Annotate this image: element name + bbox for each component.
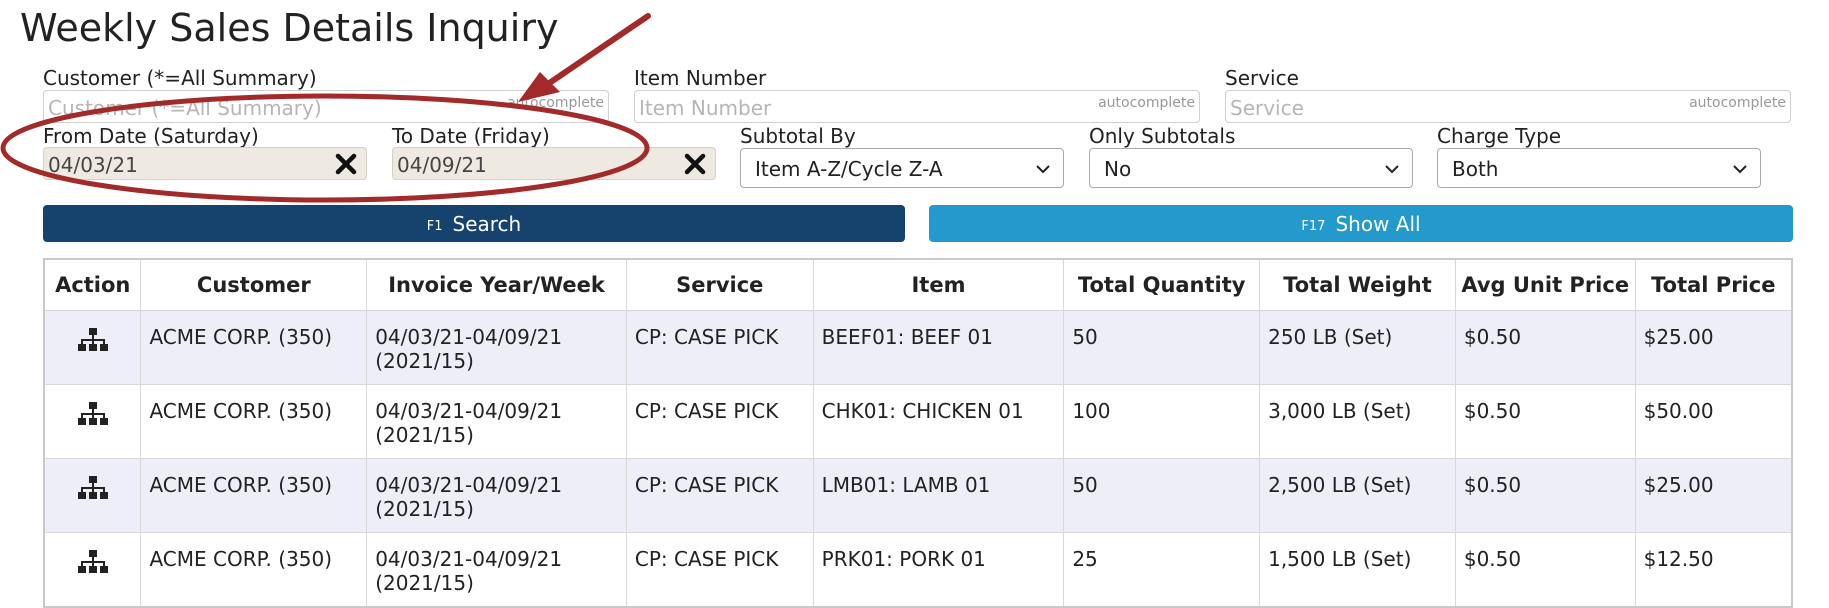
cell-total-quantity: 50 — [1063, 310, 1261, 385]
item-number-label: Item Number — [634, 66, 767, 90]
row-action-cell — [43, 384, 142, 459]
cell-service: CP: CASE PICK — [625, 310, 814, 385]
col-header-avg-unit-price[interactable]: Avg Unit Price — [1454, 258, 1636, 311]
search-button-label: Search — [452, 211, 522, 236]
col-header-total-weight[interactable]: Total Weight — [1259, 258, 1456, 311]
from-date-label: From Date (Saturday) — [43, 124, 259, 148]
service-label: Service — [1225, 66, 1299, 90]
table-row: ACME CORP. (350) 04/03/21-04/09/21 (2021/… — [43, 310, 1793, 385]
item-number-autocomplete-hint: autocomplete — [1098, 95, 1195, 111]
hierarchy-icon[interactable] — [77, 401, 108, 427]
table-row: ACME CORP. (350) 04/03/21-04/09/21 (2021/… — [43, 532, 1793, 608]
cell-total-quantity: 100 — [1063, 384, 1261, 459]
cell-avg-unit-price: $0.50 — [1454, 384, 1636, 459]
cell-customer: ACME CORP. (350) — [140, 532, 368, 608]
cell-total-weight: 1,500 LB (Set) — [1259, 532, 1456, 608]
col-header-service[interactable]: Service — [625, 258, 814, 311]
annotation-oval — [0, 93, 650, 203]
cell-total-weight: 2,500 LB (Set) — [1259, 458, 1456, 533]
cell-week: (2021/15) — [375, 497, 474, 521]
charge-type-label: Charge Type — [1437, 124, 1562, 148]
charge-type-value: Both — [1452, 157, 1499, 181]
col-header-total-price[interactable]: Total Price — [1634, 258, 1793, 311]
search-shortcut-key: F1 — [426, 219, 443, 234]
subtotal-by-label: Subtotal By — [740, 124, 856, 148]
from-date-input[interactable] — [46, 148, 292, 181]
cell-service: CP: CASE PICK — [625, 532, 814, 608]
cell-week: (2021/15) — [375, 423, 474, 447]
cell-avg-unit-price: $0.50 — [1454, 532, 1636, 608]
item-number-input[interactable] — [637, 91, 1064, 124]
cell-total-price: $25.00 — [1634, 458, 1793, 533]
cell-invoice-year-week: 04/03/21-04/09/21 (2021/15) — [366, 532, 627, 608]
cell-customer: ACME CORP. (350) — [140, 384, 368, 459]
subtotal-by-select[interactable]: Item A-Z/Cycle Z-A — [740, 148, 1064, 188]
cell-period: 04/03/21-04/09/21 — [375, 473, 563, 497]
cell-invoice-year-week: 04/03/21-04/09/21 (2021/15) — [366, 458, 627, 533]
cell-period: 04/03/21-04/09/21 — [375, 547, 563, 571]
cell-item: LMB01: LAMB 01 — [812, 458, 1065, 533]
cell-total-price: $25.00 — [1634, 310, 1793, 385]
cell-period: 04/03/21-04/09/21 — [375, 399, 563, 423]
search-button[interactable]: F1 Search — [43, 205, 905, 242]
cell-item: PRK01: PORK 01 — [812, 532, 1065, 608]
cell-total-weight: 3,000 LB (Set) — [1259, 384, 1456, 459]
cell-avg-unit-price: $0.50 — [1454, 310, 1636, 385]
cell-total-weight: 250 LB (Set) — [1259, 310, 1456, 385]
chevron-down-icon — [1385, 165, 1399, 174]
results-table: Action Customer Invoice Year/Week Servic… — [43, 258, 1793, 608]
table-row: ACME CORP. (350) 04/03/21-04/09/21 (2021/… — [43, 384, 1793, 459]
cell-customer: ACME CORP. (350) — [140, 310, 368, 385]
cell-invoice-year-week: 04/03/21-04/09/21 (2021/15) — [366, 310, 627, 385]
col-header-action[interactable]: Action — [43, 258, 142, 311]
cell-service: CP: CASE PICK — [625, 384, 814, 459]
table-row: ACME CORP. (350) 04/03/21-04/09/21 (2021/… — [43, 458, 1793, 533]
row-action-cell — [43, 532, 142, 608]
cell-week: (2021/15) — [375, 349, 474, 373]
cell-item: CHK01: CHICKEN 01 — [812, 384, 1065, 459]
col-header-invoice-year-week[interactable]: Invoice Year/Week — [366, 258, 627, 311]
show-all-button-label: Show All — [1335, 211, 1421, 236]
service-field: autocomplete — [1225, 90, 1791, 124]
chevron-down-icon — [1733, 165, 1747, 174]
from-date-field — [43, 147, 367, 181]
cell-invoice-year-week: 04/03/21-04/09/21 (2021/15) — [366, 384, 627, 459]
chevron-down-icon — [1036, 165, 1050, 174]
cell-total-price: $50.00 — [1634, 384, 1793, 459]
show-all-button[interactable]: F17 Show All — [929, 205, 1793, 242]
cell-period: 04/03/21-04/09/21 — [375, 325, 563, 349]
clear-from-date-icon[interactable] — [332, 150, 360, 178]
only-subtotals-value: No — [1104, 157, 1132, 181]
hierarchy-icon[interactable] — [77, 327, 108, 353]
cell-item: BEEF01: BEEF 01 — [812, 310, 1065, 385]
cell-total-price: $12.50 — [1634, 532, 1793, 608]
col-header-customer[interactable]: Customer — [140, 258, 368, 311]
col-header-item[interactable]: Item — [812, 258, 1065, 311]
annotation-arrow — [518, 13, 651, 102]
row-action-cell — [43, 458, 142, 533]
customer-label: Customer (*=All Summary) — [43, 66, 317, 90]
to-date-label: To Date (Friday) — [392, 124, 550, 148]
cell-avg-unit-price: $0.50 — [1454, 458, 1636, 533]
only-subtotals-select[interactable]: No — [1089, 148, 1413, 188]
cell-total-quantity: 25 — [1063, 532, 1261, 608]
cell-customer: ACME CORP. (350) — [140, 458, 368, 533]
only-subtotals-label: Only Subtotals — [1089, 124, 1236, 148]
service-input[interactable] — [1228, 91, 1655, 124]
show-all-shortcut-key: F17 — [1301, 219, 1326, 234]
cell-week: (2021/15) — [375, 571, 474, 595]
charge-type-select[interactable]: Both — [1437, 148, 1761, 188]
hierarchy-icon[interactable] — [77, 475, 108, 501]
col-header-total-quantity[interactable]: Total Quantity — [1063, 258, 1261, 311]
clear-to-date-icon[interactable] — [681, 150, 709, 178]
service-autocomplete-hint: autocomplete — [1689, 95, 1786, 111]
cell-service: CP: CASE PICK — [625, 458, 814, 533]
page-title: Weekly Sales Details Inquiry — [20, 6, 559, 50]
row-action-cell — [43, 310, 142, 385]
hierarchy-icon[interactable] — [77, 549, 108, 575]
table-header-row: Action Customer Invoice Year/Week Servic… — [43, 258, 1793, 311]
cell-total-quantity: 50 — [1063, 458, 1261, 533]
subtotal-by-value: Item A-Z/Cycle Z-A — [755, 157, 943, 181]
item-number-field: autocomplete — [634, 90, 1200, 124]
